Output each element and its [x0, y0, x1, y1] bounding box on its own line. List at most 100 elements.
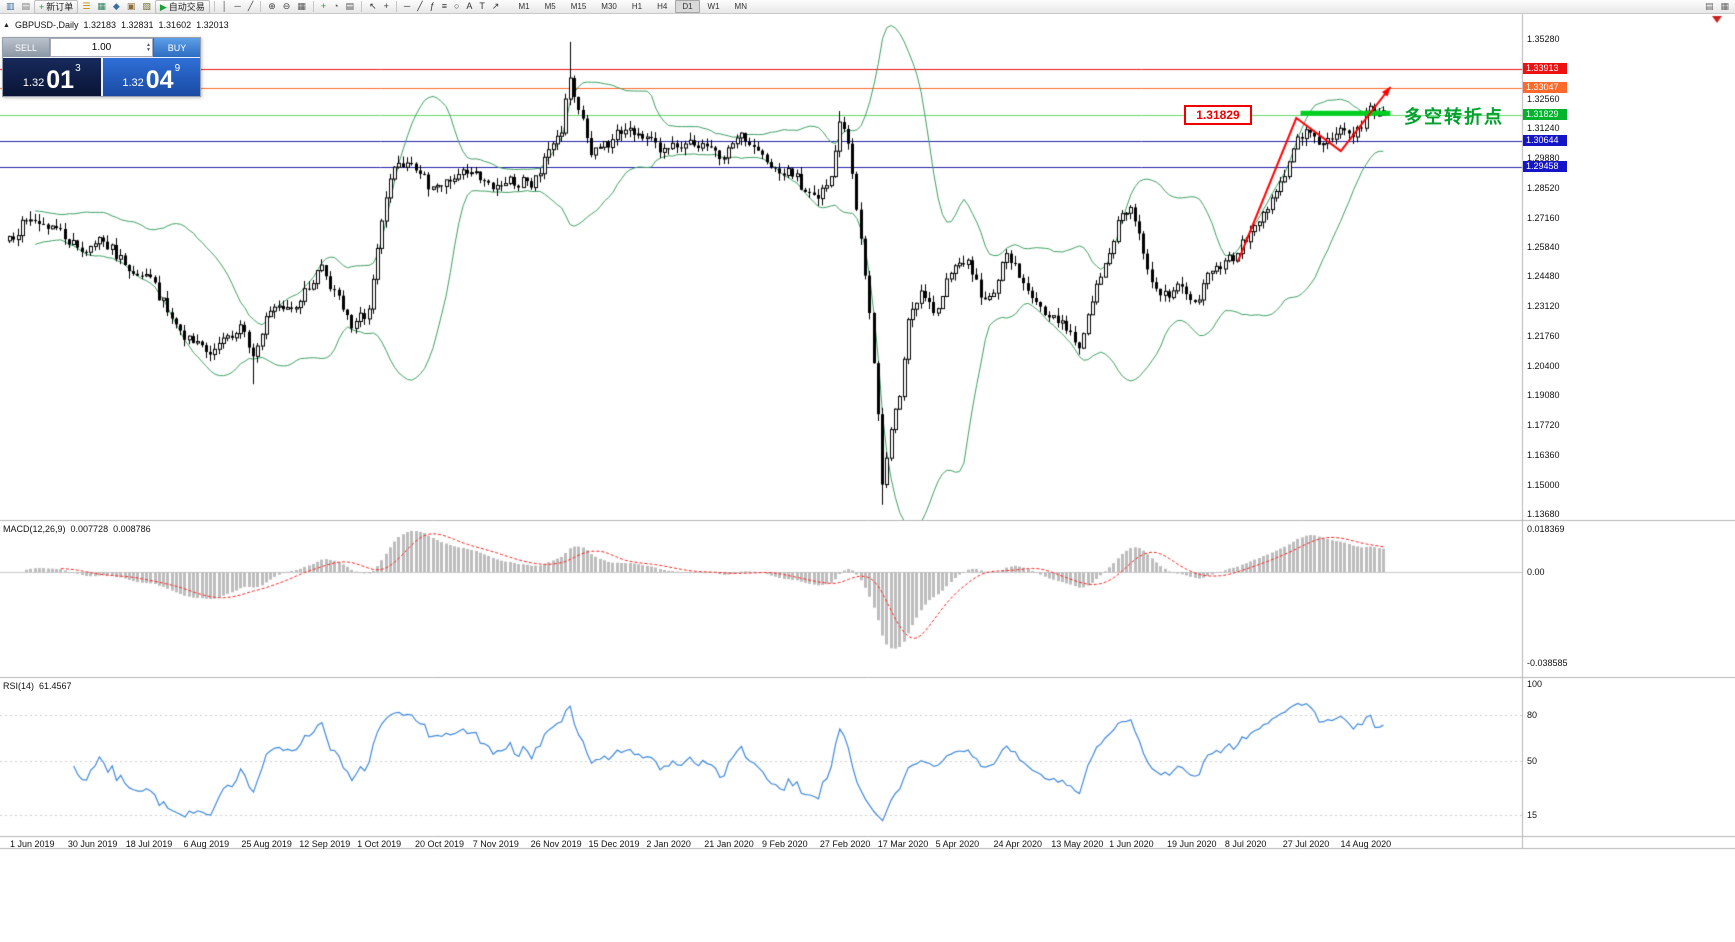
buy-price-pips: 04	[145, 66, 174, 94]
shapes-icon[interactable]: ○	[453, 1, 460, 11]
new-chart-icon[interactable]: ▥	[6, 1, 15, 11]
strategy-tester-icon[interactable]: ▧	[142, 1, 151, 11]
macd-signal-value: 0.008786	[113, 524, 151, 534]
price-line-badge-1.33047[interactable]: 1.33047	[1523, 82, 1567, 94]
date-axis-label: 27 Feb 2020	[819, 839, 871, 849]
horizontal-line-tool-icon[interactable]: ─	[234, 1, 241, 11]
timeframe-D1[interactable]: D1	[675, 0, 700, 13]
navigator-icon[interactable]: ◆	[112, 1, 120, 11]
price-tick-label: 1.28520	[1527, 182, 1560, 193]
market-watch-icon[interactable]: ☰	[82, 1, 91, 11]
price-tick-label: 1.17720	[1527, 420, 1560, 431]
arrow-tool-icon[interactable]: ↗	[491, 1, 500, 11]
date-axis-label: 20 Oct 2019	[414, 839, 464, 849]
timeframe-M5[interactable]: M5	[544, 2, 556, 11]
price-tick-label: 1.16360	[1527, 450, 1560, 461]
volume-spinner[interactable]: ▲ ▼	[146, 39, 151, 56]
date-axis-label: 24 Apr 2020	[993, 839, 1042, 849]
window-cascade-icon[interactable]: ▤	[1704, 1, 1714, 11]
macd-axis-label: 0.00	[1527, 567, 1545, 577]
timeframe-M15[interactable]: M15	[570, 2, 587, 11]
toolbar-separator	[213, 1, 215, 12]
price-tick-label: 1.35280	[1527, 33, 1560, 44]
volume-value: 1.00	[91, 42, 112, 53]
sell-price-display[interactable]: 1.32 01 3	[3, 58, 101, 96]
terminal-icon[interactable]: ▣	[126, 1, 136, 11]
fibonacci-icon[interactable]: ƒ	[429, 1, 435, 11]
channel-icon[interactable]: ≡	[441, 1, 447, 11]
buy-price-display[interactable]: 1.32 04 9	[102, 58, 200, 96]
trade-panel-prices: 1.32 01 3 1.32 04 9	[3, 58, 200, 96]
timeframe-W1[interactable]: W1	[707, 2, 720, 11]
date-axis-label: 8 Jul 2020	[1224, 839, 1267, 849]
chart-header: ▲ GBPUSD-,Daily 1.32183 1.32831 1.31602 …	[3, 20, 229, 30]
diagonal-line-icon[interactable]: ╱	[417, 1, 423, 11]
date-axis-label: 2 Jan 2020	[646, 839, 691, 849]
buy-button[interactable]: BUY	[153, 38, 200, 57]
toolbar-separator	[395, 1, 397, 12]
volume-down-icon[interactable]: ▼	[146, 46, 151, 53]
sell-price-prefix: 1.32	[22, 77, 45, 89]
new-order-button[interactable]: + 新订单	[34, 0, 79, 14]
timeframe-MN[interactable]: MN	[734, 2, 747, 11]
data-window-icon[interactable]: ▦	[97, 1, 106, 11]
rsi-indicator-label: RSI(14) 61.4567	[3, 681, 72, 691]
macd-title: MACD(12,26,9)	[3, 524, 66, 534]
ohlc-high: 1.32831	[121, 20, 154, 30]
crosshair-icon[interactable]: +	[383, 1, 389, 11]
volume-input[interactable]: 1.00 ▲ ▼	[50, 38, 153, 57]
macd-main-value: 0.007728	[70, 524, 109, 534]
pivot-price-label[interactable]: 1.31829	[1184, 105, 1252, 125]
price-tick-label: 1.13680	[1527, 509, 1560, 520]
timeframe-H4[interactable]: H4	[657, 2, 668, 11]
trendline-tool-icon[interactable]: ╱	[247, 1, 254, 11]
one-click-trade-panel: SELL 1.00 ▲ ▼ BUY 1.32 01 3 1.32 04 9	[2, 37, 201, 97]
vertical-line-tool-icon[interactable]: │	[221, 1, 228, 11]
auto-trading-button[interactable]: ▶ 自动交易	[154, 0, 210, 14]
chart-profiles-icon[interactable]: ▤	[21, 1, 31, 11]
date-axis-label: 5 Apr 2020	[935, 839, 980, 849]
text-tool-icon[interactable]: A	[466, 1, 473, 11]
rsi-axis-label: 100	[1527, 679, 1543, 689]
symbol-period-label: GBPUSD-,Daily	[14, 20, 79, 30]
date-axis-label: 21 Jan 2020	[704, 839, 754, 849]
tile-windows-icon[interactable]: ▦	[297, 1, 306, 11]
date-axis-label: 7 Nov 2019	[472, 839, 519, 849]
ohlc-close: 1.32013	[196, 20, 229, 30]
price-line-badge-1.29458[interactable]: 1.29458	[1523, 160, 1567, 172]
timeframe-M1[interactable]: M1	[518, 2, 530, 11]
pivot-annotation-text[interactable]: 多空转折点	[1404, 107, 1504, 127]
line-segment-icon[interactable]: ─	[403, 1, 411, 11]
date-axis-label: 12 Sep 2019	[299, 839, 351, 849]
trade-panel-controls: SELL 1.00 ▲ ▼ BUY	[3, 38, 200, 57]
price-line-badge-1.30644[interactable]: 1.30644	[1523, 134, 1567, 146]
timeframe-M30[interactable]: M30	[601, 2, 617, 11]
cursor-icon[interactable]: ↖	[369, 1, 377, 11]
label-tool-icon[interactable]: T	[479, 1, 485, 11]
timeframe-toolbar: M1 M5 M15 M30 H1 H4 D1 W1 MN	[511, 0, 754, 13]
date-axis-label: 9 Feb 2020	[762, 839, 808, 849]
volume-up-icon[interactable]: ▲	[146, 41, 151, 48]
price-line-badge-1.31829[interactable]: 1.31829	[1523, 108, 1567, 120]
price-line-badge-1.33913[interactable]: 1.33913	[1523, 62, 1567, 74]
rsi-axis-label: 50	[1527, 756, 1538, 767]
zoom-in-icon[interactable]: ⊕	[268, 1, 276, 11]
toolbar: ▥ ▤ + 新订单 ☰ ▦ ◆ ▣ ▧ ▶ 自动交易 │ ─ ╱ ⊕ ⊖ ▦ + ◔ ▤ ↖ + ─ ╱ ƒ ≡ ○ A T ↗ M1 M5 M…	[0, 0, 1735, 14]
window-tile-icon[interactable]: ▦	[1720, 1, 1729, 11]
date-axis-label: 18 Jul 2019	[125, 839, 173, 849]
sell-button[interactable]: SELL	[3, 38, 50, 57]
date-axis-label: 1 Oct 2019	[357, 839, 402, 849]
zoom-out-icon[interactable]: ⊖	[282, 1, 291, 11]
date-axis-label: 19 Jun 2020	[1167, 839, 1217, 849]
template-icon[interactable]: ▤	[345, 1, 355, 11]
symbol-marker-icon: ▲	[3, 21, 10, 29]
add-indicator-icon[interactable]: +	[320, 1, 327, 11]
price-tick-label: 1.27160	[1527, 212, 1560, 223]
auto-trading-button-label: 自动交易	[168, 1, 205, 12]
timeframe-H1[interactable]: H1	[631, 2, 643, 11]
clock-icon[interactable]: ◔	[333, 1, 339, 11]
price-tick-label: 1.29880	[1527, 152, 1560, 163]
date-axis-label: 6 Aug 2019	[183, 839, 230, 849]
new-order-button-label: 新订单	[46, 1, 74, 12]
